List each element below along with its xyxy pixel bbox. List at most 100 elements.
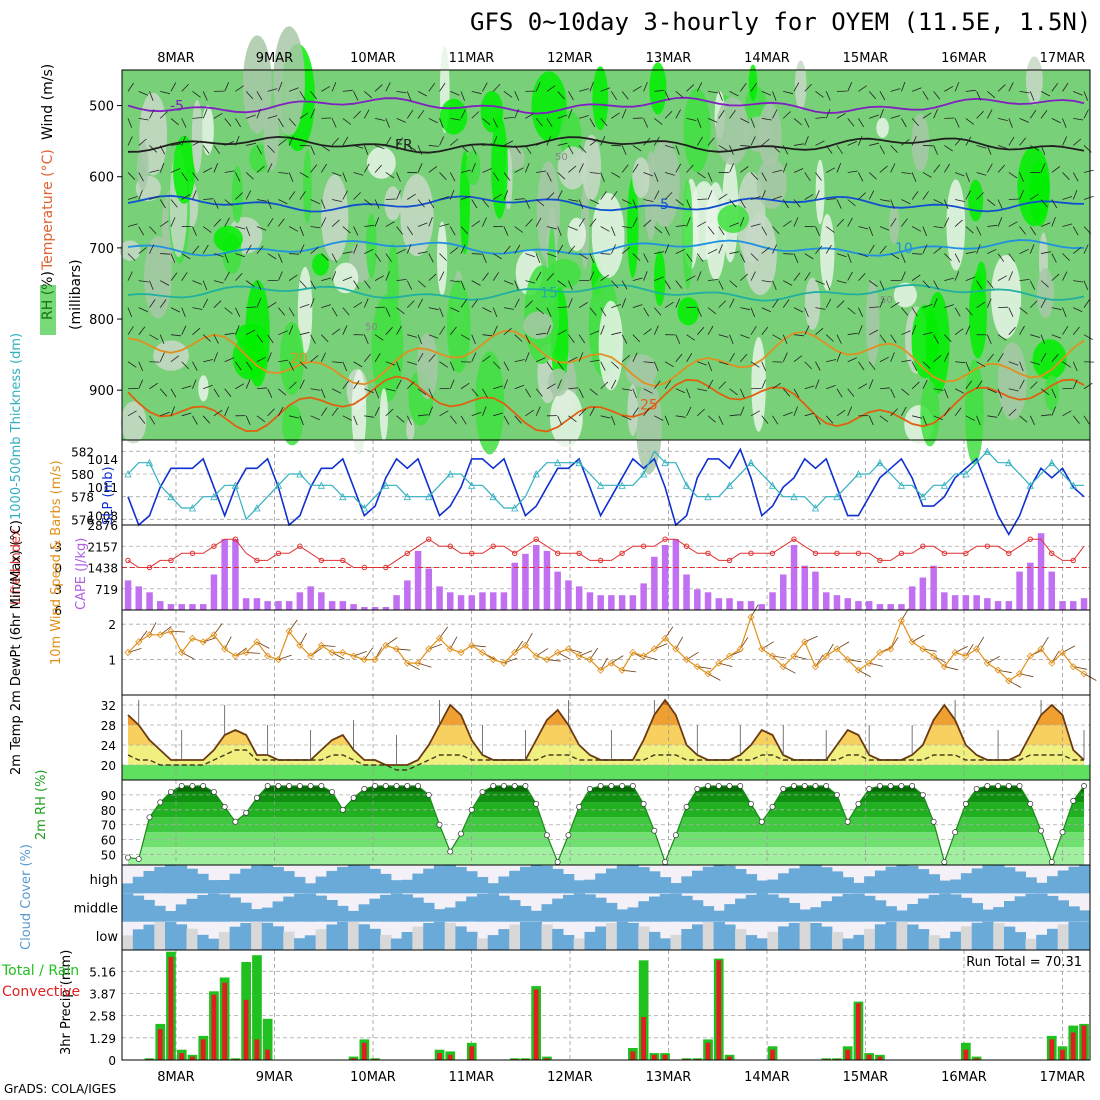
wind-barb: [181, 193, 191, 200]
wind-barb: [621, 246, 631, 254]
precip-convective-bar: [770, 1049, 775, 1060]
wind-barb: [1072, 190, 1078, 200]
rh-point: [372, 783, 379, 789]
wind-barb: [127, 223, 138, 227]
wind-barb: [535, 217, 542, 227]
wind-barb: [901, 307, 909, 316]
wind-barb: [750, 361, 760, 368]
cloud-cell: [1047, 876, 1059, 894]
lifted-index-point: [920, 543, 926, 549]
wind-barb: [213, 218, 222, 227]
cloud-cell: [659, 877, 672, 894]
wind-barb: [783, 220, 792, 227]
wind-speed-point: [607, 659, 615, 667]
rh-point: [726, 783, 733, 789]
cloud-cell: [713, 922, 725, 950]
date-label-top: 10MAR: [350, 51, 396, 66]
wind-barb: [901, 218, 908, 227]
wind-barb: [342, 251, 353, 254]
wind-barb: [181, 361, 189, 370]
wind-barb: [396, 379, 402, 389]
wind-speed-point: [521, 641, 530, 649]
wind-barb: [235, 226, 246, 230]
cape-bar: [715, 598, 723, 610]
wind-barb: [471, 199, 478, 209]
wind-barb: [374, 352, 381, 362]
cape-bar: [704, 592, 712, 610]
precip-tick-label: 3.87: [89, 987, 116, 1001]
wind-barb: [471, 388, 479, 397]
wind-barb: [783, 253, 794, 255]
wind-barb: [600, 381, 609, 390]
cloud-cell: [831, 896, 844, 922]
wind-barb: [836, 112, 846, 119]
thickness-point: [596, 481, 605, 489]
wind-barb: [589, 388, 598, 396]
wind-barb: [933, 91, 941, 100]
cloud-cell: [390, 893, 403, 922]
wind-barb: [1008, 253, 1015, 262]
wind-barb: [911, 191, 919, 200]
wind-barb: [664, 110, 673, 119]
rh-contour-region: [991, 254, 1022, 339]
wind-barb: [847, 141, 857, 146]
wind-barb: [793, 334, 804, 337]
cloud-cell: [971, 922, 983, 950]
cloud-cell: [240, 923, 252, 950]
wind-barb: [718, 91, 723, 101]
wind-barb: [159, 163, 165, 173]
wind-barb: [321, 253, 329, 261]
wind-barb: [535, 271, 542, 281]
wind-barb: [503, 415, 510, 425]
wind-barb: [299, 244, 305, 254]
cape-tick-label: 2876: [87, 519, 118, 533]
cloud-cell: [573, 893, 585, 922]
wind-barb: [1029, 415, 1035, 425]
cape-bar: [414, 550, 422, 610]
cloud-cell: [1068, 866, 1080, 894]
wind-barb: [654, 251, 665, 254]
wind-speed-point: [682, 656, 691, 664]
wind-barb: [235, 361, 242, 371]
rh-contour-region: [683, 88, 711, 173]
wind-barb: [170, 199, 178, 208]
wind-barb: [1073, 138, 1082, 146]
lifted-index-point: [275, 550, 282, 557]
wind-barb: [213, 300, 222, 308]
wind-barb: [170, 355, 180, 363]
wind-barb: [675, 109, 681, 119]
pressure-tick-label: 700: [89, 242, 114, 257]
cloud-cell: [616, 921, 629, 950]
wind-barb: [493, 385, 503, 390]
precip-convective-bar: [351, 1058, 356, 1060]
wind-speed-point: [500, 659, 508, 667]
wind-barb: [858, 361, 865, 371]
cape-bar: [962, 595, 970, 610]
cloud-cell: [584, 931, 596, 950]
wind-barb: [170, 406, 175, 416]
rh-point: [748, 800, 754, 807]
wind-barb: [235, 172, 241, 182]
wind-barb: [342, 172, 347, 182]
wind-barb: [192, 307, 203, 310]
wind-barb: [911, 172, 917, 182]
rh-point: [629, 783, 636, 789]
slp-ylabel: SLP (mb): [101, 466, 116, 525]
cloud-cell: [1036, 893, 1048, 922]
wind-barb: [342, 190, 348, 200]
wind-barb: [879, 165, 888, 173]
wind-barb: [278, 330, 288, 336]
precip-convective-bar: [243, 999, 249, 1060]
cape-bar: [618, 595, 626, 610]
wind-barb: [944, 277, 955, 282]
wind-barb: [986, 334, 992, 345]
wind-barb: [557, 91, 565, 100]
cloud-cell: [154, 905, 166, 922]
precip-convective-bar: [974, 1058, 979, 1060]
wind-barb: [535, 199, 545, 207]
wind-barb: [224, 307, 233, 315]
wind-barb: [192, 172, 199, 181]
wind-barb: [643, 253, 649, 263]
rh-contour-region: [379, 388, 389, 441]
rh-point: [995, 783, 1002, 789]
